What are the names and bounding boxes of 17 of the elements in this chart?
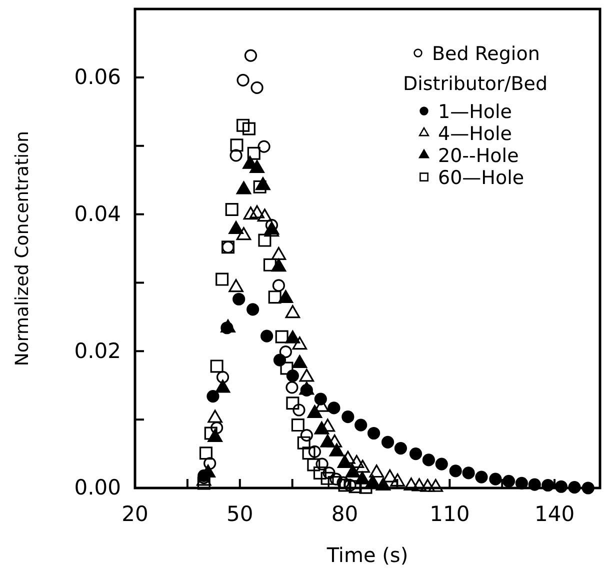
- y-tick-label: 0.02: [74, 338, 121, 363]
- y-tick-label: 0.06: [74, 65, 121, 90]
- x-tick-label: 110: [430, 502, 470, 526]
- x-tick-label: 140: [534, 502, 575, 526]
- y-tick-label: 0.00: [74, 476, 121, 500]
- x-tick-label: 80: [331, 502, 358, 526]
- x-tick-label: 50: [226, 502, 254, 526]
- y-tick-label: 0.04: [74, 202, 121, 226]
- legend-title: Distributor/Bed: [403, 73, 548, 95]
- legend-label: 20--Hole: [438, 145, 519, 167]
- legend-label: Bed Region: [432, 43, 540, 65]
- legend-label: 4—Hole: [438, 123, 512, 145]
- x-tick-label: 20: [122, 502, 148, 526]
- legend-label: 1—Hole: [438, 101, 512, 123]
- legend-label: 60—Hole: [438, 167, 524, 189]
- x-axis-title: Time (s): [326, 543, 408, 567]
- y-axis-title: Normalized Concentration: [12, 130, 33, 366]
